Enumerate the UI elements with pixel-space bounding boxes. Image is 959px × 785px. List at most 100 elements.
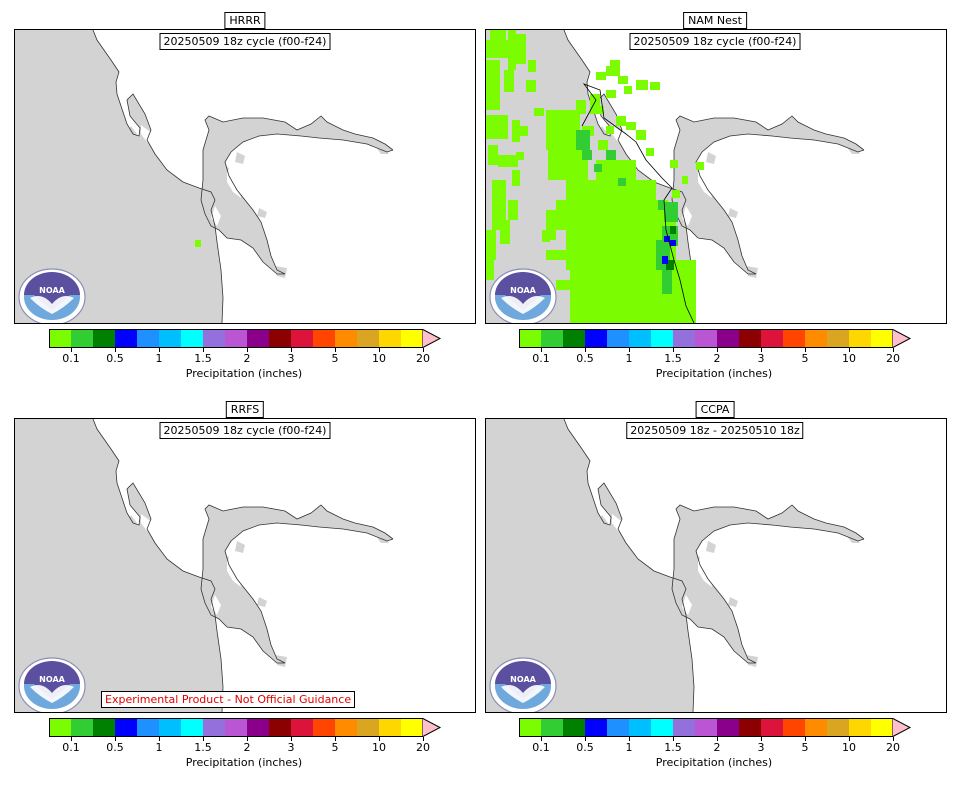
panel-title: CCPA <box>695 401 735 418</box>
precip-cell <box>590 94 600 114</box>
colorbar-tick <box>893 737 894 741</box>
colorbar-segment <box>225 329 247 348</box>
colorbar-segment <box>181 718 203 737</box>
colorbar-tick <box>805 737 806 741</box>
colorbar-tick <box>673 348 674 352</box>
colorbar-segment <box>379 718 401 737</box>
colorbar-tick <box>849 348 850 352</box>
colorbar-tick <box>335 737 336 741</box>
map-hrrr[interactable]: NOAA <box>14 29 476 324</box>
colorbar-segment <box>357 329 379 348</box>
colorbar-tick-label: 1.5 <box>194 741 212 754</box>
land <box>371 527 389 543</box>
precip-cell <box>664 236 670 242</box>
colorbar-tick-label: 5 <box>331 352 339 365</box>
land <box>728 597 738 607</box>
colorbar-segment <box>585 718 607 737</box>
colorbar-segment <box>115 718 137 737</box>
colorbar-tick <box>379 348 380 352</box>
colorbar-tick-label: 1.5 <box>664 741 682 754</box>
colorbar-segment <box>519 718 541 737</box>
precip-cell <box>606 66 620 76</box>
land <box>842 527 860 543</box>
logo-text: NOAA <box>39 675 65 684</box>
precip-cell <box>546 210 556 240</box>
colorbar-tick <box>291 737 292 741</box>
colorbar-segment <box>71 718 93 737</box>
colorbar-tick-label: 0.5 <box>106 352 124 365</box>
precip-cell <box>500 220 510 244</box>
land <box>728 208 738 218</box>
coastline <box>671 522 865 664</box>
colorbar-segment <box>717 329 739 348</box>
colorbar-extend-arrow <box>892 329 912 348</box>
colorbar-segment <box>203 329 225 348</box>
precip-cell <box>610 60 620 68</box>
colorbar-segment <box>805 718 827 737</box>
land <box>15 30 223 323</box>
colorbar-segment <box>651 329 673 348</box>
precip-cell <box>658 200 664 210</box>
precip-cell <box>606 260 612 266</box>
colorbar-tick-label: 3 <box>757 741 765 754</box>
noaa-logo: NOAA <box>489 657 557 712</box>
colorbar-segment <box>739 329 761 348</box>
colorbar-tick <box>849 737 850 741</box>
precip-cell <box>696 162 704 170</box>
colorbar-tick-label: 5 <box>801 352 809 365</box>
map-rrfs[interactable]: NOAA <box>14 418 476 713</box>
colorbar-segment <box>849 718 871 737</box>
logo-text: NOAA <box>39 286 65 295</box>
cycle-label: 20250509 18z - 20250510 18z <box>626 422 804 439</box>
colorbar-tick <box>159 737 160 741</box>
colorbar-tick <box>247 737 248 741</box>
colorbar-tick-label: 1.5 <box>194 352 212 365</box>
precip-cell <box>670 240 676 246</box>
colorbar-tick <box>805 348 806 352</box>
coastline <box>673 115 865 151</box>
precip-cell <box>516 152 524 160</box>
colorbar-segment <box>849 329 871 348</box>
colorbar-tick-label: 2 <box>713 741 721 754</box>
precip-cell <box>486 115 508 139</box>
land <box>672 505 864 663</box>
precip-cell <box>646 148 654 156</box>
precip-cell <box>618 178 626 186</box>
colorbar-tick <box>423 737 424 741</box>
colorbar-tick <box>761 348 762 352</box>
coastline <box>202 115 394 151</box>
land <box>706 541 716 553</box>
precip-layer <box>486 30 704 323</box>
precip-cell <box>520 126 528 136</box>
precip-cell <box>606 126 614 134</box>
colorbar-tick-label: 2 <box>713 352 721 365</box>
precip-cell <box>576 100 586 114</box>
colorbar-segment <box>651 718 673 737</box>
colorbar-segment <box>783 329 805 348</box>
precip-cell <box>618 76 628 84</box>
colorbar-tick-label: 1 <box>155 352 163 365</box>
map-nam-nest[interactable]: NOAA <box>485 29 947 324</box>
colorbar-tick-label: 3 <box>287 352 295 365</box>
colorbar-segment <box>247 718 269 737</box>
precip-cell <box>508 30 516 70</box>
colorbar-segment <box>673 329 695 348</box>
precip-cell <box>592 180 598 186</box>
colorbar-segment <box>563 329 585 348</box>
colorbar-tick <box>423 348 424 352</box>
colorbar-segment <box>291 329 313 348</box>
disclaimer: Experimental Product - Not Official Guid… <box>101 691 356 708</box>
precip-cell <box>664 202 678 222</box>
logo-text: NOAA <box>510 675 536 684</box>
colorbar-label: Precipitation (inches) <box>655 367 773 380</box>
map-ccpa[interactable]: NOAA <box>485 418 947 713</box>
colorbar-tick-label: 3 <box>287 741 295 754</box>
colorbar-tick <box>717 737 718 741</box>
colorbar: 0.1 0.5 1 1.5 2 3 5 10 20 Precipitation (inches) <box>49 329 442 380</box>
coastline <box>200 522 394 664</box>
precip-cell <box>526 80 536 92</box>
precip-cell <box>626 122 636 130</box>
colorbar-segment <box>335 718 357 737</box>
precip-cell <box>508 200 518 220</box>
colorbar-tick-label: 2 <box>243 352 251 365</box>
